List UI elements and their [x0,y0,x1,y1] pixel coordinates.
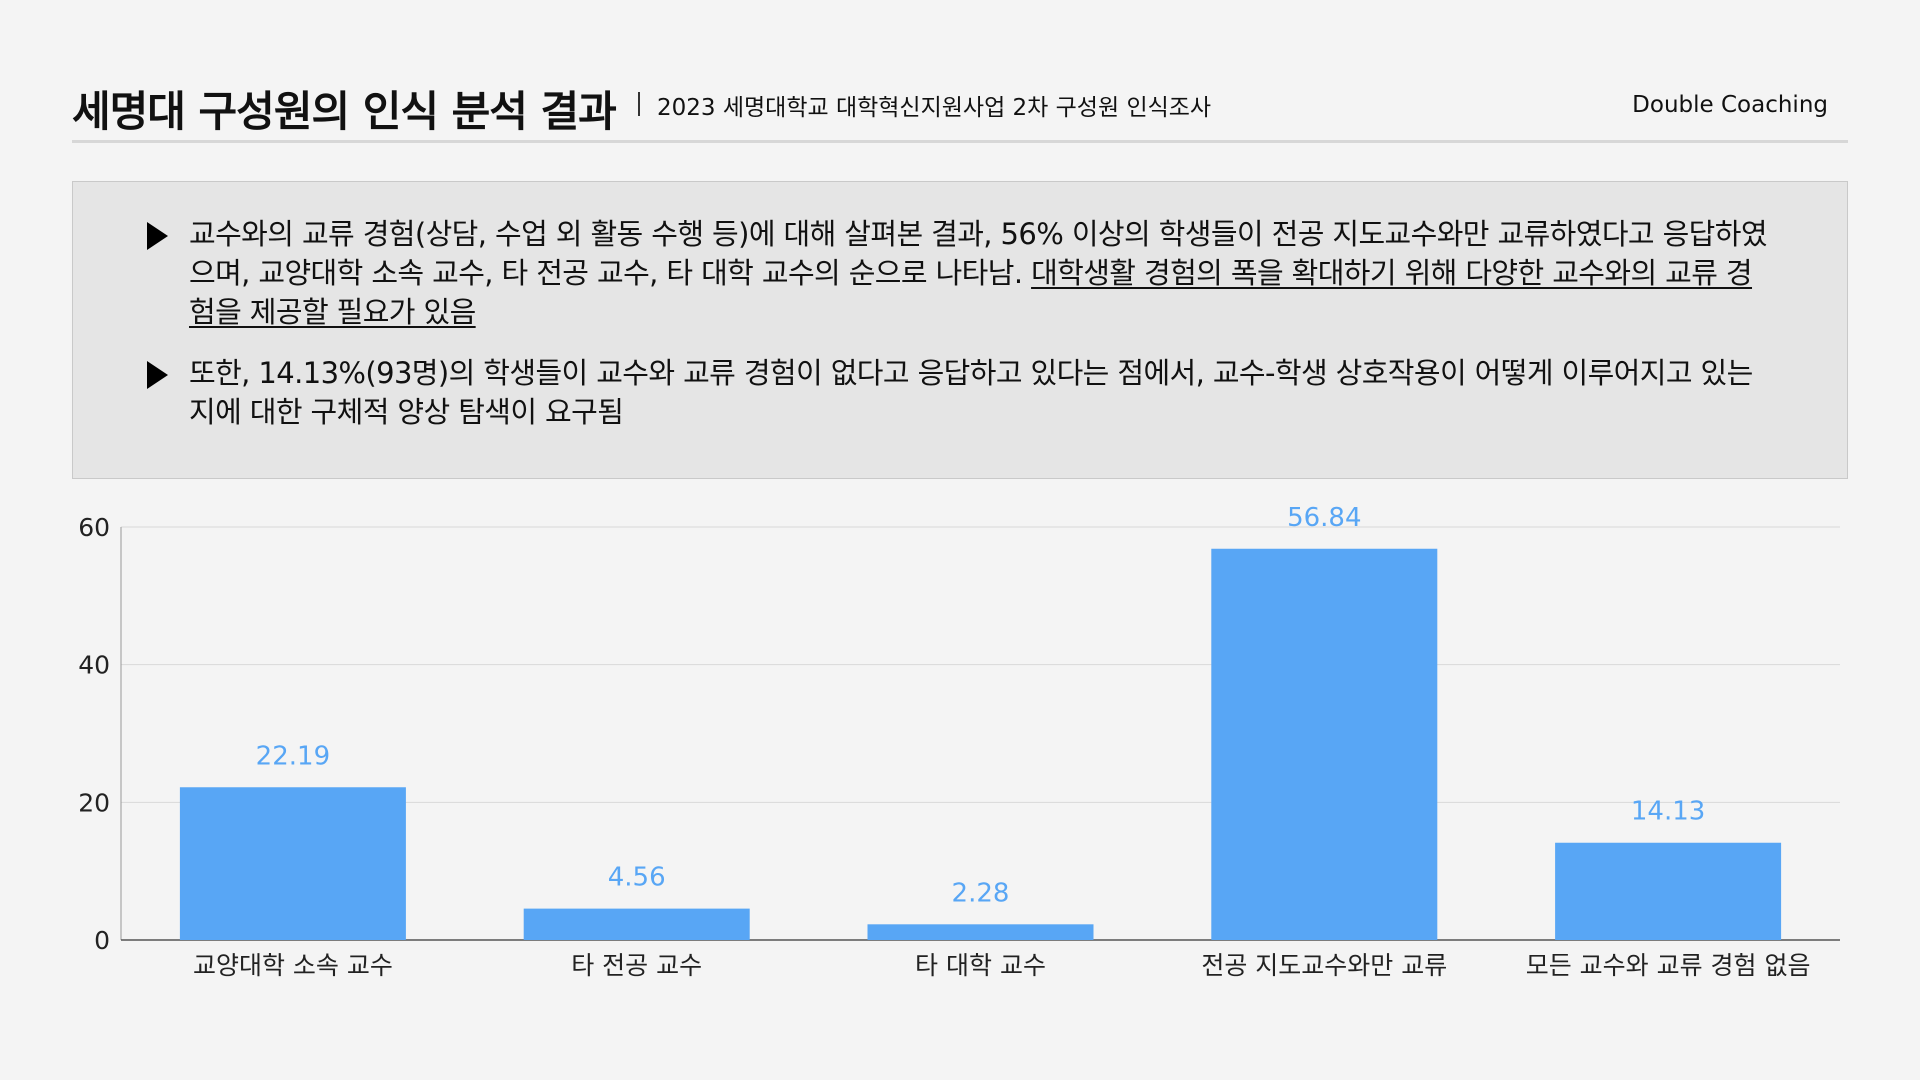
bar [1211,548,1438,940]
bar [1555,842,1782,940]
page-subtitle: 2023 세명대학교 대학혁신지원사업 2차 구성원 인식조사 [657,95,1212,121]
y-tick-label: 60 [78,513,110,542]
header: 세명대 구성원의 인식 분석 결과 2023 세명대학교 대학혁신지원사업 2차… [72,72,1848,143]
bar [523,908,750,940]
y-tick-label: 0 [94,926,110,955]
summary-box: 교수와의 교류 경험(상담, 수업 외 활동 수행 등)에 대해 살펴본 결과,… [72,181,1848,479]
summary-bullet-1-plain: 교수와의 교류 경험(상담, 수업 외 활동 수행 등)에 대해 살펴본 결과,… [189,217,1768,290]
brand-label: Double Coaching [1632,92,1828,118]
summary-bullet-2-text: 또한, 14.13%(93명)의 학생들이 교수와 교류 경험이 없다고 응답하… [189,356,1753,429]
x-category-label: 전공 지도교수와만 교류 [1201,951,1447,980]
y-tick-label: 40 [78,651,110,680]
bar [179,787,406,940]
title-divider [638,92,640,116]
x-category-label: 모든 교수와 교류 경험 없음 [1526,951,1811,980]
bar-value-label: 22.19 [256,741,330,771]
y-tick-label: 20 [78,788,110,817]
bar-value-label: 56.84 [1287,503,1361,533]
summary-bullet-1-underlined: 대학생활 경험의 폭을 확대하기 위해 다양한 교수와의 교류 경험을 제공할 … [189,256,1753,329]
bar-chart: 0 20 40 60 22.19 교양대학 소속 교수 4.56 타 전공 교수 2.28 타 대… [78,503,1840,980]
x-category-label: 타 대학 교수 [915,951,1046,980]
chart-area: 0 20 40 60 22.19 교양대학 소속 교수 4.56 타 전공 교수 2.28 타 대… [0,490,1920,990]
bar-value-label: 14.13 [1631,797,1705,827]
triangle-bullet-icon [147,222,168,250]
bar-value-label: 2.28 [952,878,1010,908]
x-category-label: 교양대학 소속 교수 [193,951,393,980]
triangle-bullet-icon [147,361,168,389]
bar [867,924,1094,940]
summary-bullet-1-text: 교수와의 교류 경험(상담, 수업 외 활동 수행 등)에 대해 살펴본 결과,… [189,215,1769,332]
x-category-label: 타 전공 교수 [571,951,702,980]
page-title: 세명대 구성원의 인식 분석 결과 [72,87,617,136]
bar-value-label: 4.56 [608,863,666,893]
